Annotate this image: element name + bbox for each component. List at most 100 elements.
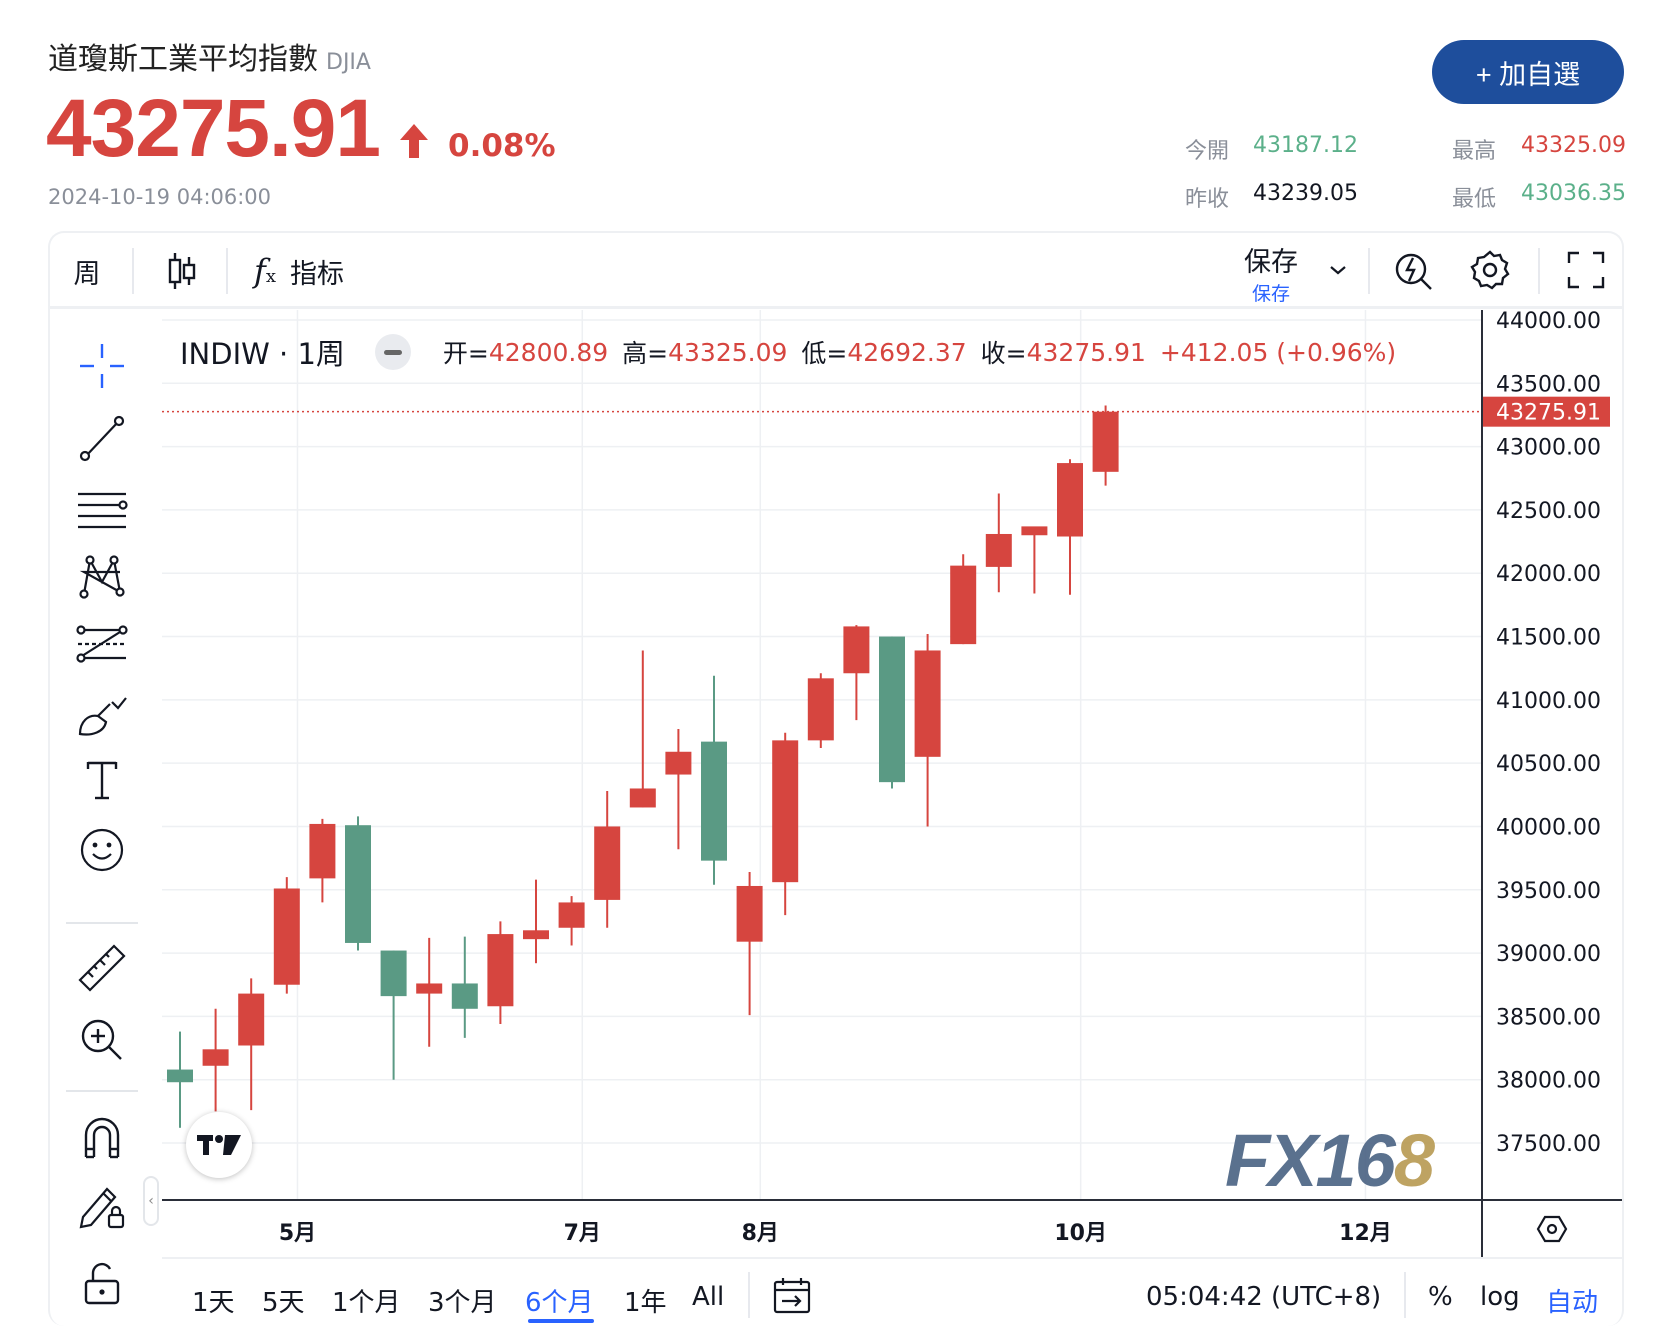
chart-widget: [48, 231, 1624, 1326]
date-range-icon[interactable]: [770, 1274, 814, 1318]
x-tick-label: 7月: [564, 1221, 601, 1246]
candle: [629, 650, 656, 808]
lock-drawing-icon[interactable]: [74, 1178, 130, 1234]
candle: [1021, 526, 1048, 594]
horizontal-lines-icon[interactable]: [74, 482, 130, 538]
log-scale-toggle[interactable]: log: [1480, 1282, 1520, 1312]
candle-body: [843, 626, 870, 674]
range-1d[interactable]: 1天: [192, 1288, 235, 1318]
x-tick-label: 10月: [1054, 1221, 1107, 1246]
candle: [665, 728, 692, 850]
candles: [167, 405, 1119, 1128]
candle: [523, 879, 549, 964]
open-value: 43187.12: [1253, 133, 1358, 158]
gear-icon[interactable]: [1466, 246, 1514, 294]
pattern-icon[interactable]: [74, 548, 130, 604]
save-sub-label: 保存: [1251, 283, 1290, 305]
candle-body: [807, 678, 834, 741]
legend-change: +412.05 (+0.96%): [1159, 337, 1397, 367]
current-price: 43275.91: [46, 83, 381, 174]
candle: [273, 877, 300, 994]
indicators-button[interactable]: fx 指标: [254, 248, 384, 294]
active-range-indicator: [528, 1319, 594, 1323]
legend-open-value: 42800.89: [488, 337, 609, 367]
open-label: 今開: [1185, 139, 1230, 164]
fullscreen-icon[interactable]: [1564, 248, 1608, 292]
range-1y[interactable]: 1年: [624, 1288, 667, 1318]
bottom-separator: [1404, 1272, 1406, 1318]
add-to-watchlist-button[interactable]: + 加自選: [1432, 40, 1624, 104]
candle-body: [487, 934, 514, 1007]
magnet-icon[interactable]: [74, 1110, 130, 1166]
y-tick-label: 39000.00: [1496, 942, 1601, 967]
range-all[interactable]: All: [692, 1282, 725, 1312]
candle: [1057, 459, 1083, 595]
candle-body: [1021, 526, 1048, 536]
fib-retracement-icon[interactable]: [74, 618, 130, 674]
fx168-watermark: FX168: [1225, 1118, 1435, 1203]
clock-readout[interactable]: 05:04:42 (UTC+8): [1146, 1282, 1382, 1312]
candle: [487, 921, 514, 1024]
candle-body: [665, 751, 692, 775]
candle-body: [985, 533, 1012, 567]
y-tick-label: 42500.00: [1496, 499, 1601, 524]
last-price-label: 43275.91: [1496, 401, 1601, 426]
range-5d[interactable]: 5天: [262, 1288, 305, 1318]
interval-selector[interactable]: 周: [73, 258, 101, 290]
x-tick-label: 5月: [279, 1221, 316, 1246]
zoom-in-icon[interactable]: [74, 1012, 130, 1068]
low-value: 43036.35: [1521, 181, 1626, 206]
save-button[interactable]: 保存 保存: [1216, 244, 1366, 305]
chart-grid: [162, 310, 1482, 1200]
candle: [807, 673, 834, 748]
low-label: 最低: [1452, 187, 1497, 212]
percent-scale-toggle[interactable]: %: [1428, 1282, 1453, 1312]
auto-scale-toggle[interactable]: 自动: [1546, 1288, 1599, 1318]
fx168-text: FX16: [1225, 1119, 1396, 1202]
candle-body: [1057, 463, 1083, 537]
candle: [309, 818, 336, 903]
text-tool-icon[interactable]: [74, 752, 130, 808]
legend-collapse-button[interactable]: [374, 334, 411, 370]
legend-close-key: 收=: [980, 339, 1027, 368]
index-title: 道瓊斯工業平均指數 DJIA: [48, 34, 371, 78]
high-value: 43325.09: [1521, 133, 1626, 158]
axis-settings-icon[interactable]: [1536, 1215, 1568, 1243]
range-1m[interactable]: 1个月: [332, 1288, 401, 1318]
hexagon-center: [1546, 1223, 1558, 1235]
y-tick-label: 40000.00: [1496, 815, 1601, 840]
tools-separator: [66, 1090, 138, 1092]
candle-body: [202, 1049, 229, 1066]
collapse-toolbar-button[interactable]: ‹: [143, 1176, 159, 1226]
toolbar-separator: [1538, 248, 1540, 294]
candle-body: [950, 565, 977, 645]
range-3m[interactable]: 3个月: [428, 1288, 497, 1318]
candle-body: [167, 1069, 193, 1083]
legend-high-value: 43325.09: [668, 337, 788, 367]
candle: [1092, 405, 1119, 486]
chevron-down-icon[interactable]: [1326, 258, 1350, 282]
candle: [380, 950, 407, 1080]
ruler-icon[interactable]: [74, 940, 130, 996]
candle-body: [523, 930, 549, 940]
candle-type-icon[interactable]: [160, 248, 204, 294]
unlock-icon[interactable]: [74, 1256, 130, 1312]
tradingview-logo[interactable]: [186, 1112, 252, 1178]
brush-icon[interactable]: [74, 688, 130, 744]
crosshair-icon[interactable]: [74, 338, 130, 394]
quick-search-icon[interactable]: [1390, 246, 1438, 294]
legend-close-value: 43275.91: [1026, 337, 1146, 367]
range-6m[interactable]: 6个月: [525, 1288, 594, 1318]
trend-line-icon[interactable]: [74, 410, 130, 466]
legend-low-value: 42692.37: [847, 337, 967, 367]
candle-body: [879, 636, 905, 783]
emoji-icon[interactable]: [74, 822, 130, 878]
legend-open-key: 开=: [442, 339, 489, 368]
high-label: 最高: [1452, 139, 1497, 164]
candle: [843, 625, 870, 721]
candle: [985, 493, 1012, 593]
toolbar-separator: [132, 248, 134, 294]
candle: [736, 872, 763, 1016]
change-percent: 0.08%: [448, 128, 556, 164]
